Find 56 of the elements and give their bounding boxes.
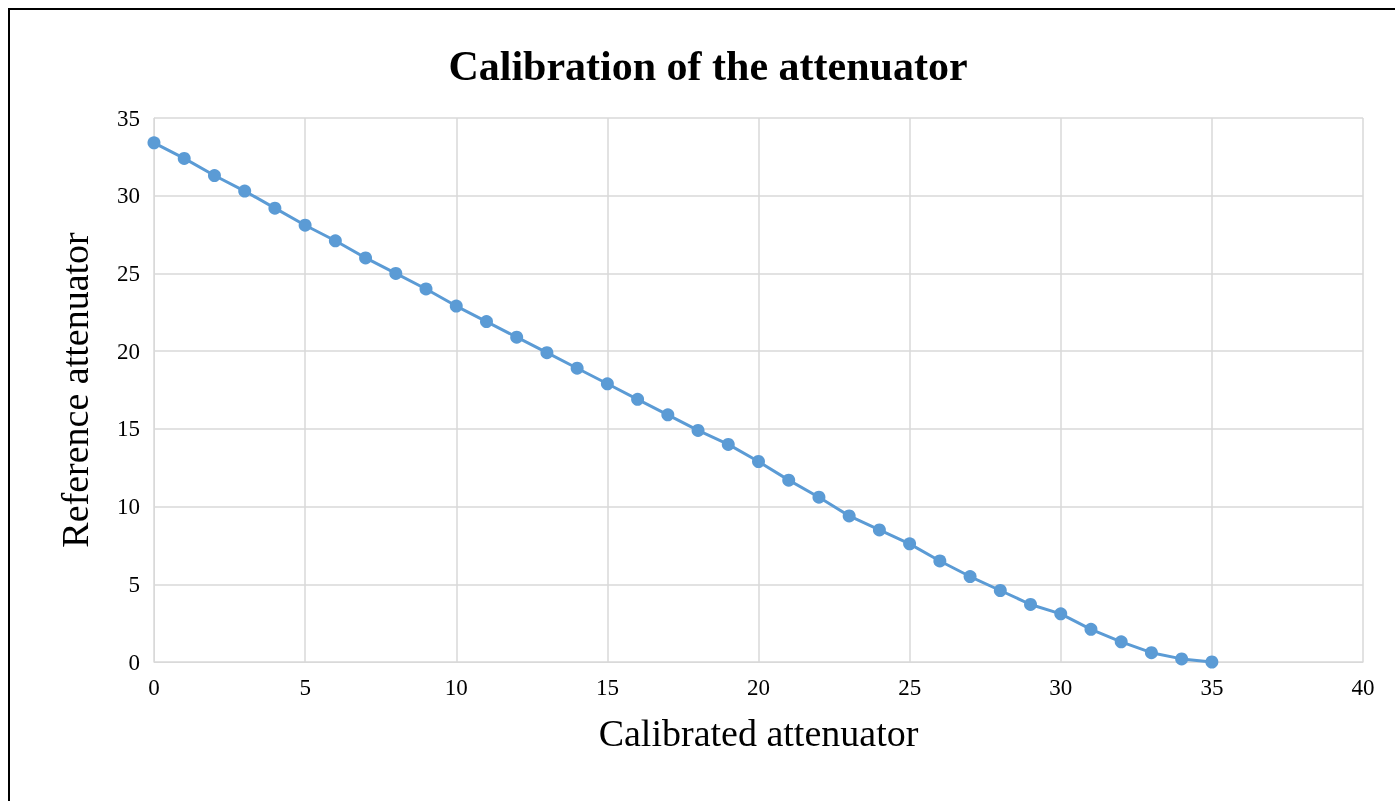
point <box>752 455 765 468</box>
y-tick-label: 35 <box>117 105 140 131</box>
point <box>1084 622 1098 636</box>
point <box>903 537 917 551</box>
x-tick-label: 10 <box>444 675 468 700</box>
point <box>177 151 191 165</box>
point <box>691 423 705 437</box>
point <box>449 299 463 313</box>
point <box>510 330 524 344</box>
point <box>631 392 645 406</box>
point <box>328 234 342 248</box>
chart-title: Calibration of the attenuator <box>448 43 968 89</box>
point <box>933 554 947 568</box>
point <box>993 584 1007 597</box>
point <box>661 408 675 422</box>
x-tick-label: 35 <box>1200 675 1224 700</box>
point <box>570 361 584 375</box>
point <box>872 523 886 537</box>
x-tick-label: 25 <box>898 675 922 700</box>
y-tick-label: 10 <box>117 494 140 520</box>
y-tick-label: 5 <box>128 571 140 597</box>
point <box>389 266 403 280</box>
point <box>1024 597 1038 611</box>
x-tick-label: 5 <box>299 675 311 700</box>
point <box>147 136 161 150</box>
x-tick-label: 30 <box>1049 675 1073 700</box>
y-tick-label: 30 <box>117 183 140 209</box>
point <box>419 282 433 296</box>
y-tick-label: 25 <box>117 260 140 286</box>
point <box>600 377 614 391</box>
point <box>963 570 977 584</box>
x-tick-label: 0 <box>148 675 160 700</box>
x-tick-label: 15 <box>595 675 619 700</box>
point <box>207 169 221 182</box>
point <box>1144 646 1158 660</box>
point <box>540 346 554 360</box>
point <box>721 437 735 451</box>
point <box>1114 635 1128 649</box>
y-axis-title: Reference attenuator <box>54 231 96 548</box>
x-tick-label: 20 <box>747 675 770 700</box>
x-tick-label: 40 <box>1351 675 1375 700</box>
y-tick-label: 15 <box>117 416 140 442</box>
point <box>782 473 796 487</box>
point <box>1205 655 1219 669</box>
point <box>298 218 312 232</box>
y-tick-label: 20 <box>117 338 140 364</box>
x-axis-title: Calibrated attenuator <box>598 712 919 754</box>
point <box>238 184 252 198</box>
y-tick-label: 0 <box>128 649 140 675</box>
point <box>842 509 856 523</box>
point <box>812 490 826 504</box>
point <box>359 251 373 265</box>
point <box>1175 652 1189 666</box>
point <box>479 315 493 329</box>
point <box>268 201 282 215</box>
point <box>1054 607 1068 621</box>
